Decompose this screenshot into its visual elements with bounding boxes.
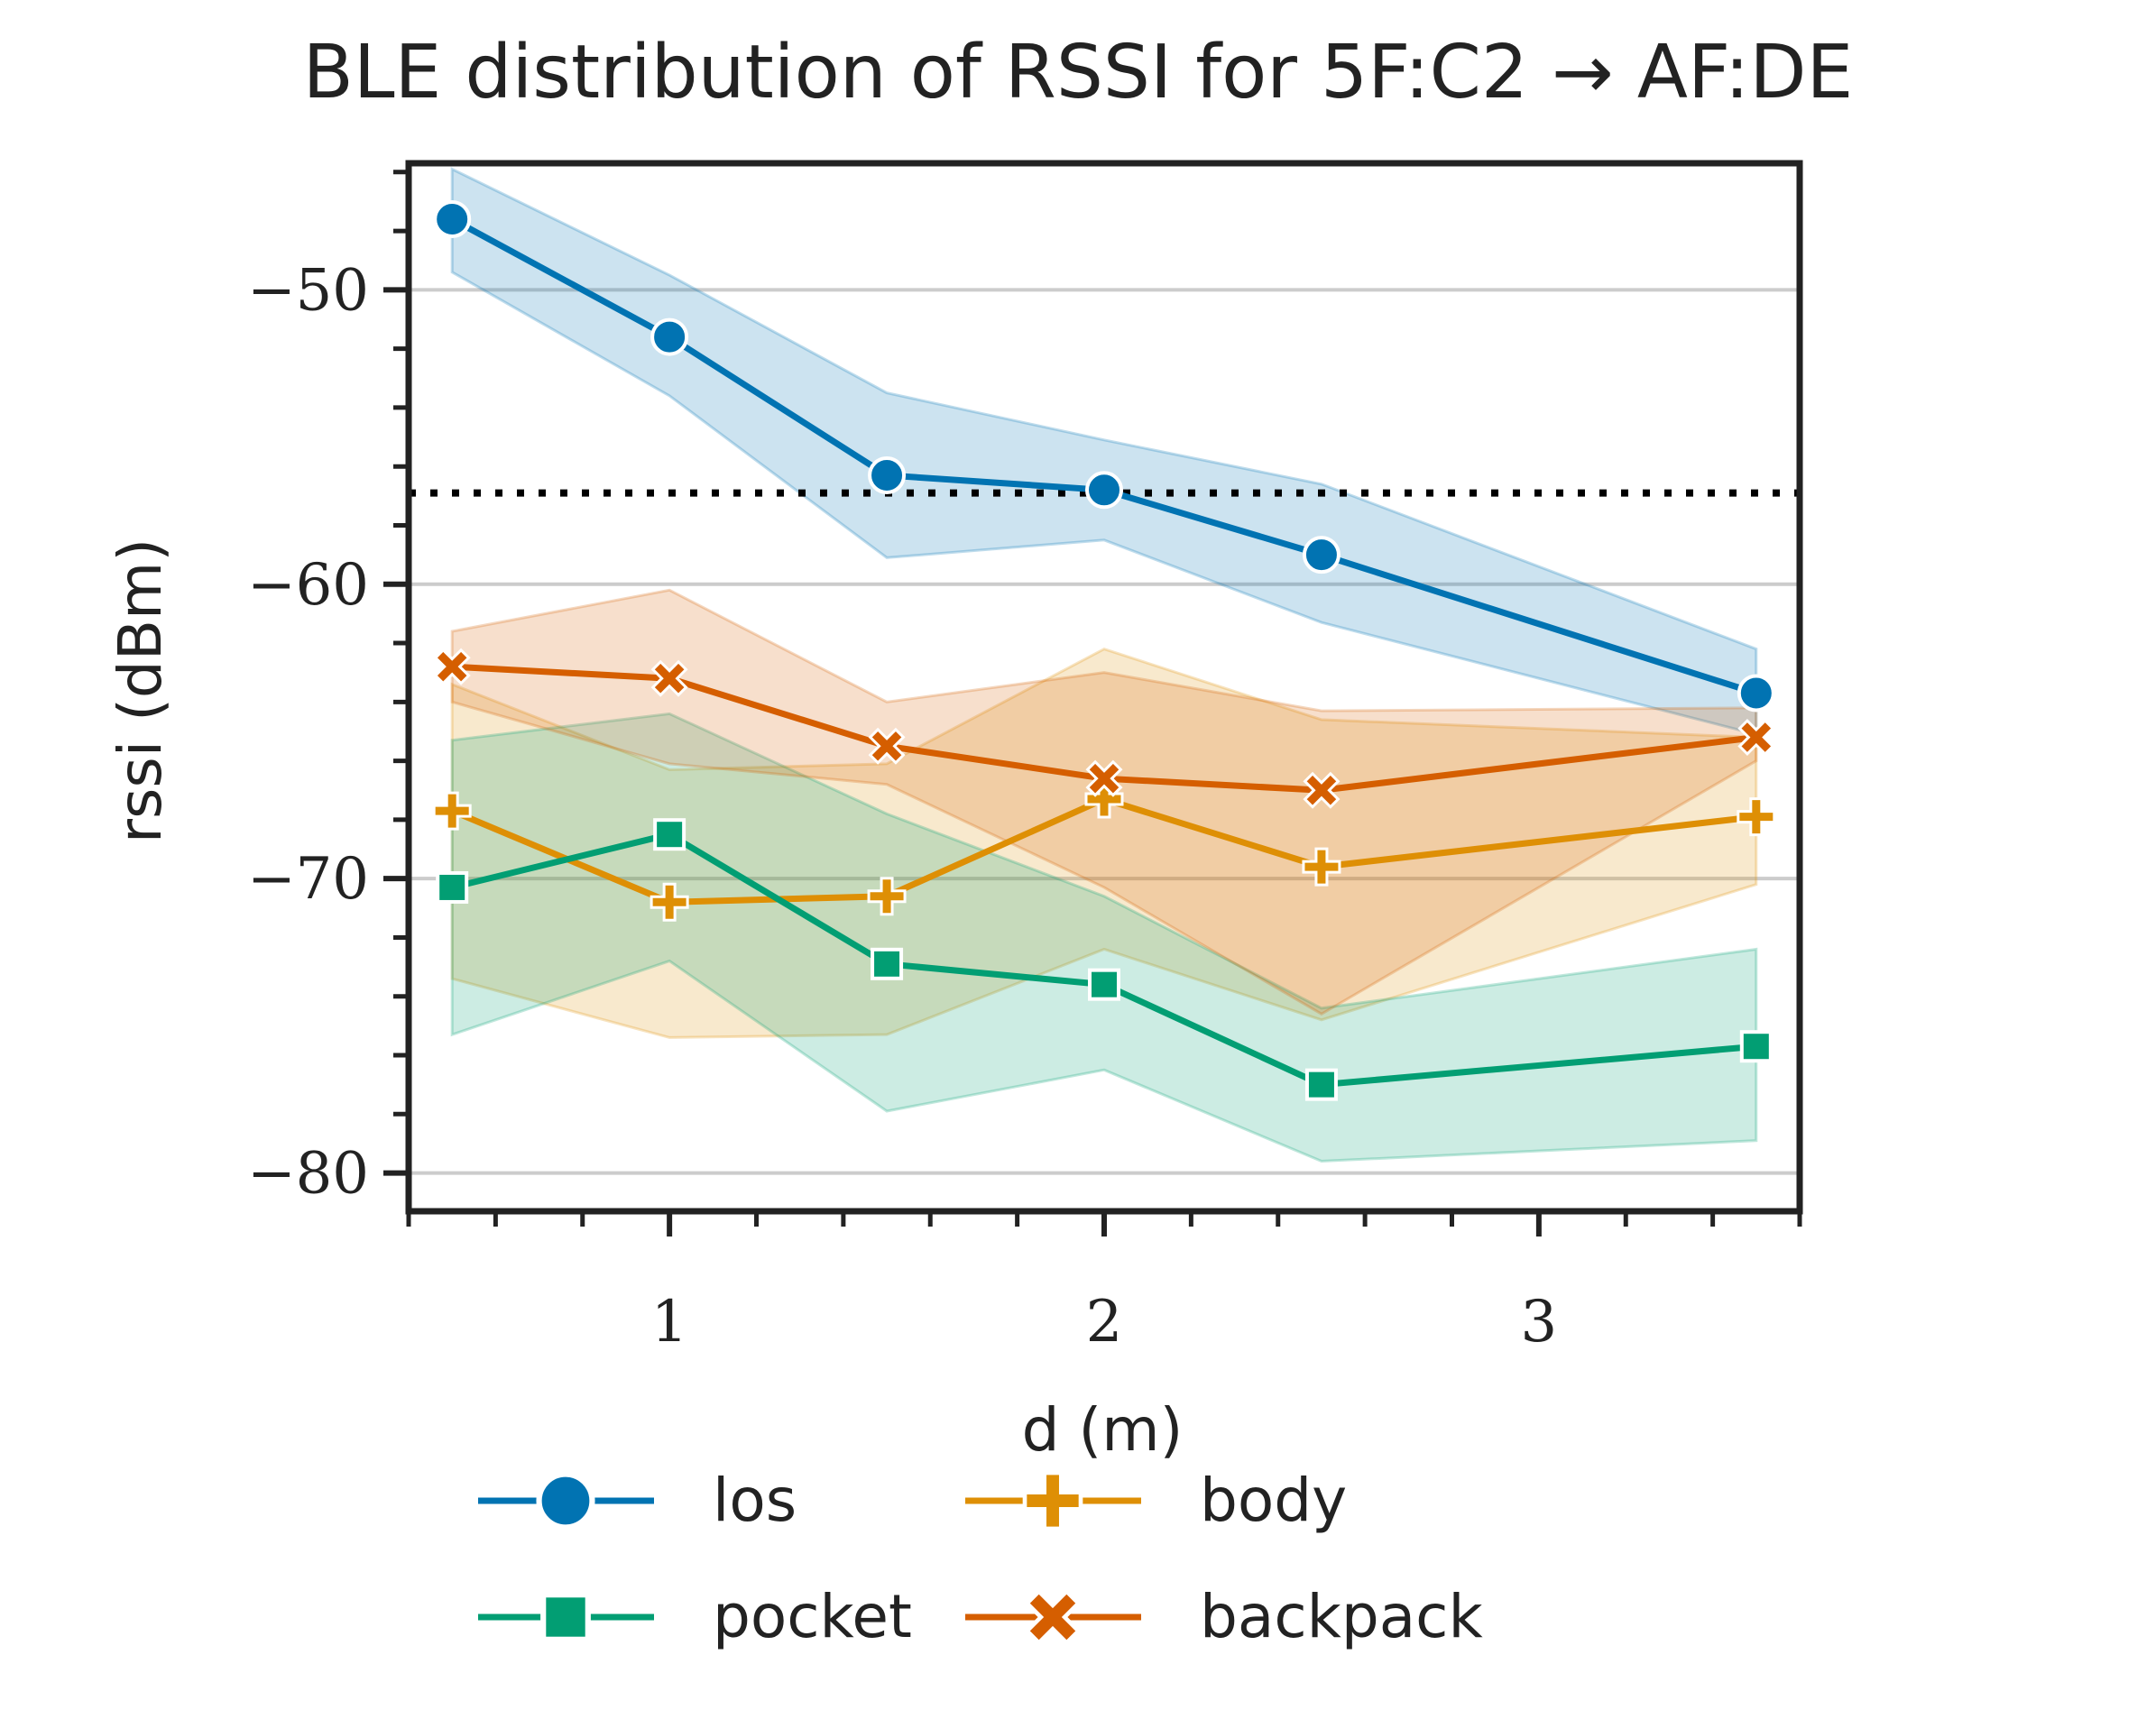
data-point-los-3 (1085, 471, 1123, 510)
y-tick-label: −80 (247, 1141, 369, 1208)
legend-marker-los (536, 1471, 595, 1531)
data-point-body-3 (1084, 779, 1124, 819)
data-point-los-0 (433, 200, 472, 239)
legend-marker-pocket (540, 1592, 591, 1642)
data-point-body-2 (867, 877, 907, 916)
data-point-pocket-3 (1088, 968, 1120, 1001)
data-point-los-5 (1737, 674, 1775, 712)
y-tick-label: −60 (247, 552, 369, 619)
legend: los body pocket backpack (478, 1466, 1483, 1651)
data-point-body-5 (1737, 797, 1776, 837)
data-point-body-1 (650, 882, 689, 922)
plot-area: −80 −70 −60 −50 1 2 3 (247, 160, 1803, 1356)
legend-label-backpack: backpack (1200, 1582, 1483, 1651)
series-line-backpack (451, 663, 1757, 794)
data-point-pocket-2 (871, 947, 904, 980)
data-point-los-1 (650, 317, 689, 356)
x-tick-label: 3 (1521, 1289, 1558, 1356)
data-point-pocket-5 (1739, 1030, 1773, 1063)
data-point-pocket-0 (436, 870, 469, 904)
legend-marker-body (1022, 1470, 1083, 1531)
series-line-los (450, 216, 1757, 696)
data-point-pocket-1 (653, 818, 686, 851)
data-point-backpack-5 (1737, 718, 1775, 756)
ci-band-pocket (450, 712, 1758, 1163)
data-point-los-2 (868, 455, 907, 494)
legend-label-los: los (713, 1466, 797, 1535)
y-tick-label: −70 (247, 846, 369, 913)
data-point-backpack-1 (650, 659, 688, 697)
y-tick-label: −50 (247, 257, 369, 324)
legend-marker-backpack (1024, 1588, 1082, 1646)
data-point-body-4 (1302, 847, 1341, 887)
x-tick-label: 1 (651, 1289, 688, 1356)
x-tick-label: 2 (1086, 1289, 1123, 1356)
legend-label-body: body (1200, 1466, 1347, 1535)
data-point-los-4 (1302, 536, 1341, 575)
data-point-backpack-4 (1303, 771, 1341, 809)
series-line-pocket (451, 831, 1757, 1089)
data-point-pocket-4 (1304, 1068, 1338, 1101)
data-point-body-0 (432, 791, 472, 831)
y-axis-label: rssi (dBm) (106, 538, 175, 843)
ci-band-body (450, 647, 1758, 1039)
legend-label-pocket: pocket (713, 1582, 912, 1651)
chart-title: BLE distribution of RSSI for 5F:C2 → AF:… (303, 30, 1854, 115)
data-point-backpack-3 (1085, 759, 1123, 797)
series-line-body (450, 795, 1757, 906)
x-axis-label: d (m) (1022, 1395, 1184, 1465)
data-point-backpack-0 (433, 648, 471, 685)
data-point-backpack-2 (868, 727, 906, 765)
